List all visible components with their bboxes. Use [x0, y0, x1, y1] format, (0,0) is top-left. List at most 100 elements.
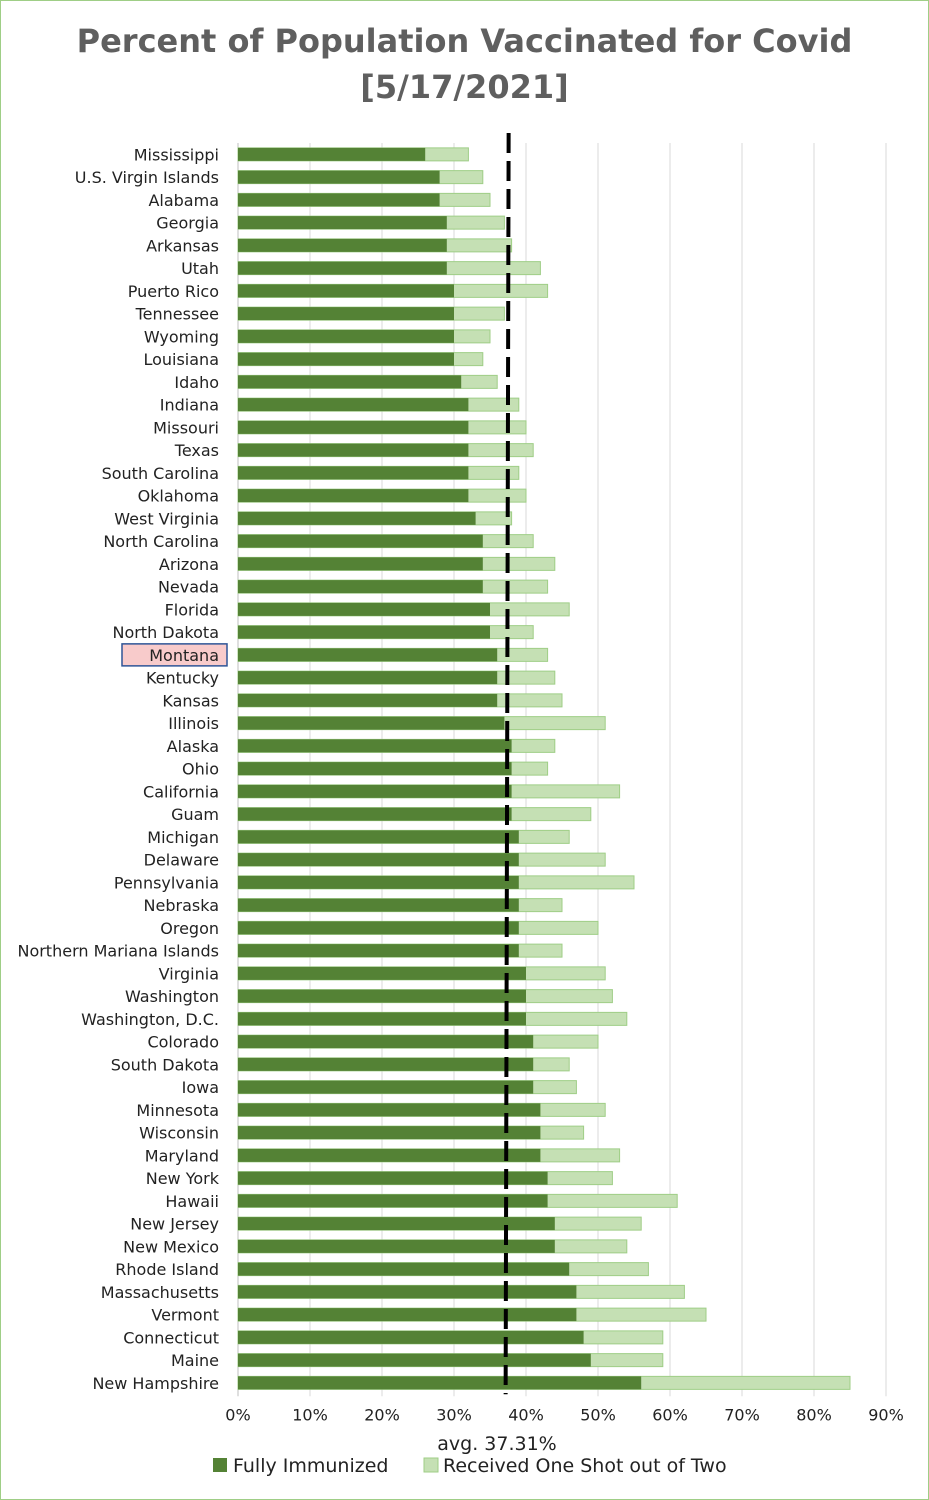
category-label: Georgia	[156, 214, 219, 233]
category-label: Florida	[165, 600, 219, 619]
category-label: Minnesota	[136, 1101, 219, 1120]
bar-fully-immunized	[238, 1194, 548, 1208]
category-label: New York	[146, 1169, 220, 1188]
bar-fully-immunized	[238, 830, 519, 844]
category-label: Montana	[149, 646, 219, 665]
bar-fully-immunized	[238, 284, 454, 298]
category-label: Alaska	[167, 737, 219, 756]
average-line	[503, 132, 511, 1395]
category-label: Colorado	[147, 1033, 219, 1052]
category-label: Virginia	[159, 964, 219, 983]
category-label: South Carolina	[102, 464, 219, 483]
category-label: Nevada	[158, 578, 219, 597]
bar-fully-immunized	[238, 398, 469, 412]
bar-fully-immunized	[238, 352, 454, 366]
category-label: Arizona	[159, 555, 219, 574]
category-label: Wisconsin	[139, 1124, 219, 1143]
legend-swatch-fully-immunized	[213, 1458, 227, 1472]
bar-fully-immunized	[238, 1012, 526, 1026]
x-tick-label: 60%	[652, 1405, 688, 1424]
category-label: Nebraska	[144, 896, 219, 915]
average-label: avg. 37.31%	[437, 1433, 556, 1455]
category-label: Kansas	[162, 691, 219, 710]
bar-fully-immunized	[238, 261, 447, 275]
category-label: Alabama	[148, 191, 219, 210]
bar-fully-immunized	[238, 944, 519, 958]
bar-fully-immunized	[238, 534, 483, 548]
bar-fully-immunized	[238, 716, 505, 730]
category-label: Maryland	[145, 1146, 219, 1165]
category-label: North Carolina	[103, 532, 219, 551]
bar-fully-immunized	[238, 375, 462, 389]
category-label: Indiana	[160, 396, 219, 415]
category-label: Hawaii	[165, 1192, 219, 1211]
category-label: Guam	[171, 805, 219, 824]
category-label: California	[143, 782, 219, 801]
bar-fully-immunized	[238, 216, 447, 230]
bar-fully-immunized	[238, 1035, 534, 1049]
bar-fully-immunized	[238, 1376, 642, 1390]
category-label: Puerto Rico	[128, 282, 219, 301]
category-label: Idaho	[174, 373, 219, 392]
category-label: Mississippi	[134, 145, 219, 164]
legend-label-one-shot: Received One Shot out of Two	[443, 1455, 727, 1477]
bar-fully-immunized	[238, 443, 469, 457]
bar-fully-immunized	[238, 238, 447, 252]
bar-fully-immunized	[238, 1353, 591, 1367]
bar-fully-immunized	[238, 511, 476, 525]
category-label: Kentucky	[146, 669, 219, 688]
chart-subtitle: [5/17/2021]	[360, 68, 569, 106]
highlight-box	[121, 643, 228, 667]
category-label: Massachusetts	[101, 1283, 219, 1302]
category-label: Utah	[181, 259, 219, 278]
x-tick-label: 0%	[225, 1405, 250, 1424]
bar-fully-immunized	[238, 1080, 534, 1094]
category-label: New Hampshire	[92, 1374, 219, 1393]
bar-fully-immunized	[238, 807, 512, 821]
x-tick-label: 50%	[580, 1405, 616, 1424]
category-label: Washington, D.C.	[81, 1010, 219, 1029]
bar-fully-immunized	[238, 853, 519, 867]
category-label: New Mexico	[123, 1237, 219, 1256]
bar-fully-immunized	[238, 762, 512, 776]
bar-fully-immunized	[238, 1330, 584, 1344]
bar-fully-immunized	[238, 580, 483, 594]
bar-fully-immunized	[238, 1217, 555, 1231]
bar-fully-immunized	[238, 921, 519, 935]
bar-fully-immunized	[238, 1239, 555, 1253]
category-label: West Virginia	[114, 509, 219, 528]
category-label: Illinois	[168, 714, 219, 733]
bar-fully-immunized	[238, 1148, 541, 1162]
bar-fully-immunized	[238, 898, 519, 912]
category-label: Northern Mariana Islands	[17, 942, 219, 961]
category-label: Ohio	[182, 760, 219, 779]
category-label: Pennsylvania	[114, 873, 219, 892]
legend-label-fully-immunized: Fully Immunized	[233, 1455, 388, 1477]
bar-fully-immunized	[238, 307, 454, 321]
category-label: South Dakota	[111, 1055, 219, 1074]
category-label: U.S. Virgin Islands	[75, 168, 219, 187]
chart-title: Percent of Population Vaccinated for Cov…	[76, 22, 853, 60]
bar-fully-immunized	[238, 193, 440, 207]
bar-fully-immunized	[238, 1057, 534, 1071]
bar-fully-immunized	[238, 739, 512, 753]
bar-fully-immunized	[238, 1103, 541, 1117]
bar-fully-immunized	[238, 420, 469, 434]
category-label: Iowa	[182, 1078, 219, 1097]
category-label: New Jersey	[130, 1215, 219, 1234]
bar-fully-immunized	[238, 557, 483, 571]
category-label: Delaware	[144, 851, 219, 870]
category-label: Tennessee	[135, 305, 219, 324]
x-tick-label: 40%	[508, 1405, 544, 1424]
bar-fully-immunized	[238, 466, 469, 480]
category-label: Oregon	[160, 919, 219, 938]
bar-fully-immunized	[238, 671, 498, 685]
x-tick-label: 10%	[292, 1405, 328, 1424]
bar-fully-immunized	[238, 875, 519, 889]
bar-fully-immunized	[238, 147, 426, 161]
category-label: North Dakota	[112, 623, 219, 642]
bar-fully-immunized	[238, 693, 498, 707]
legend-swatch-one-shot	[423, 1457, 439, 1473]
category-label: Vermont	[151, 1306, 219, 1325]
category-label: Washington	[125, 987, 219, 1006]
